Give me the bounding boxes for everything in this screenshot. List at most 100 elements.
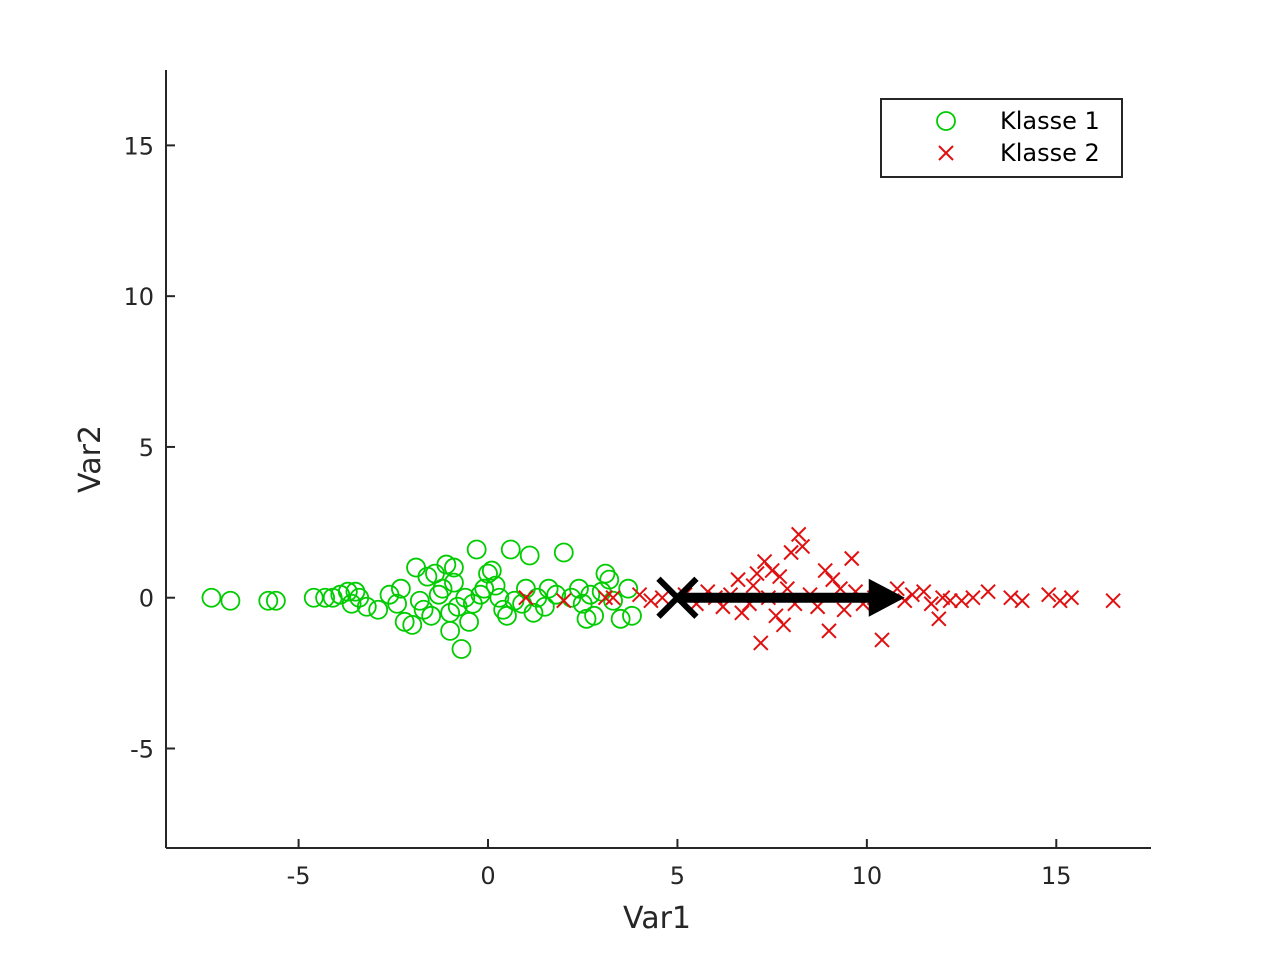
data-point-klasse-2: [756, 553, 773, 570]
data-point-klasse-1: [489, 587, 510, 608]
data-point-klasse-1: [622, 605, 642, 626]
x-tick-label: 0: [480, 862, 495, 890]
data-point-klasse-2: [825, 571, 841, 588]
data-point-klasse-2: [772, 568, 788, 585]
data-point-klasse-2: [518, 590, 534, 606]
data-point-klasse-1: [337, 581, 358, 602]
data-point-klasse-2: [923, 596, 939, 612]
data-point-klasse-2: [931, 611, 947, 627]
data-point-klasse-1: [603, 590, 623, 611]
data-point-klasse-2: [1105, 593, 1121, 609]
data-point-klasse-1: [618, 578, 639, 599]
data-points: [201, 526, 1121, 659]
legend-label: Klasse 1: [1000, 107, 1100, 135]
data-point-klasse-2: [1003, 590, 1019, 606]
data-point-klasse-2: [764, 562, 780, 579]
x-tick-label: 15: [1041, 862, 1072, 890]
data-point-klasse-1: [421, 605, 442, 626]
data-point-klasse-2: [836, 602, 852, 618]
data-point-klasse-1: [356, 596, 377, 617]
data-point-klasse-1: [599, 569, 620, 590]
data-point-klasse-2: [749, 565, 765, 582]
data-point-klasse-2: [953, 593, 970, 609]
annotations: [656, 576, 905, 619]
data-point-klasse-1: [265, 590, 286, 611]
data-point-klasse-1: [390, 578, 411, 599]
data-point-klasse-1: [368, 599, 389, 620]
x-axis-label: Var1: [623, 901, 691, 936]
data-point-klasse-1: [406, 557, 426, 578]
data-point-klasse-2: [597, 590, 614, 606]
data-point-klasse-1: [523, 602, 544, 623]
data-point-klasse-1: [303, 587, 324, 608]
data-point-klasse-2: [631, 586, 648, 603]
data-point-klasse-1: [444, 557, 464, 578]
y-tick-label: -5: [130, 735, 154, 763]
data-point-klasse-2: [980, 583, 996, 600]
data-point-klasse-1: [569, 578, 589, 599]
data-point-klasse-1: [493, 599, 514, 620]
data-point-klasse-2: [753, 635, 769, 651]
data-point-klasse-2: [915, 583, 932, 600]
data-point-klasse-2: [874, 632, 890, 648]
data-point-klasse-2: [821, 623, 837, 639]
data-point-klasse-1: [315, 587, 336, 608]
y-axis-label: Var2: [73, 425, 108, 493]
data-point-klasse-1: [428, 584, 449, 605]
x-tick-label: -5: [287, 862, 311, 890]
data-point-klasse-1: [409, 590, 430, 611]
legend-label: Klasse 2: [1000, 139, 1100, 167]
data-point-klasse-2: [734, 605, 750, 621]
data-point-klasse-1: [553, 542, 574, 563]
data-point-klasse-2: [942, 593, 958, 609]
data-point-klasse-1: [451, 639, 472, 659]
data-point-klasse-2: [790, 526, 807, 543]
data-point-klasse-2: [817, 562, 833, 579]
data-point-klasse-1: [500, 539, 521, 560]
data-point-klasse-1: [387, 593, 407, 614]
data-point-klasse-2: [643, 593, 659, 609]
data-point-klasse-2: [1052, 593, 1068, 609]
data-point-klasse-2: [730, 571, 746, 588]
data-point-klasse-1: [345, 581, 366, 602]
data-point-klasse-1: [201, 587, 222, 608]
axes: [165, 70, 1151, 849]
data-point-klasse-1: [432, 578, 453, 599]
data-point-klasse-1: [459, 611, 479, 632]
y-tick-label: 0: [139, 585, 154, 613]
data-point-klasse-2: [783, 544, 799, 561]
data-point-klasse-1: [584, 605, 604, 626]
data-point-klasse-2: [654, 590, 670, 606]
data-point-klasse-2: [775, 617, 792, 633]
data-point-klasse-1: [519, 545, 540, 566]
tick-labels: -5 0 5 10 15 -5 0 5 10 15: [123, 132, 1071, 890]
data-point-klasse-1: [481, 560, 502, 581]
data-point-klasse-1: [580, 584, 601, 605]
data-point-klasse-2: [605, 590, 621, 606]
data-point-klasse-1: [220, 590, 241, 611]
data-point-klasse-1: [444, 572, 464, 593]
data-point-klasse-1: [258, 590, 279, 611]
data-point-klasse-1: [402, 614, 423, 635]
x-tick-label: 10: [852, 862, 883, 890]
legend-box: [880, 98, 1123, 178]
legend-entries: Klasse 1 Klasse 2: [936, 107, 1100, 167]
data-point-klasse-1: [440, 620, 461, 641]
data-point-klasse-2: [1014, 593, 1030, 609]
data-point-klasse-2: [768, 608, 784, 624]
legend-marker-klasse-1: [936, 111, 956, 131]
series-1: [201, 539, 642, 659]
data-point-klasse-2: [794, 538, 811, 555]
data-point-klasse-2: [745, 577, 761, 594]
x-tick-label: 5: [670, 862, 685, 890]
y-tick-label: 10: [123, 283, 154, 311]
data-point-klasse-1: [470, 584, 491, 605]
data-point-klasse-1: [610, 608, 631, 629]
data-point-klasse-2: [844, 550, 860, 567]
data-point-klasse-1: [466, 539, 487, 560]
data-point-klasse-1: [474, 578, 495, 599]
y-tick-label: 15: [123, 132, 154, 160]
data-point-klasse-1: [546, 584, 567, 605]
